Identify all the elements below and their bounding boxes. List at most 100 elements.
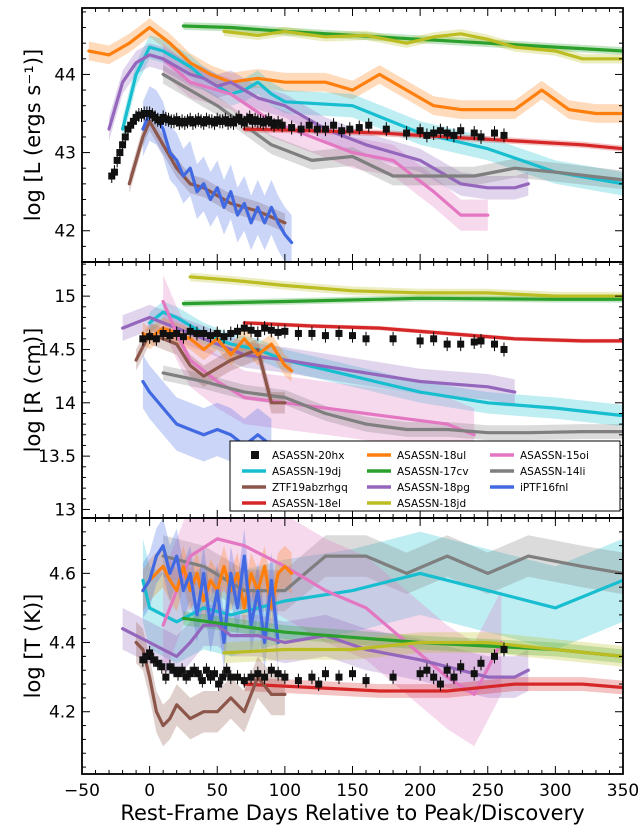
data-point-ASASSN-20hx [313, 125, 321, 133]
data-point-ASASSN-20hx [219, 673, 227, 681]
series-line-ASASSN-15oi [161, 57, 490, 217]
data-point-ASASSN-20hx [330, 121, 338, 129]
y-tick-label: 4.6 [49, 564, 76, 584]
data-point-ASASSN-20hx [281, 327, 289, 335]
data-point-ASASSN-20hx [477, 133, 485, 141]
data-point-ASASSN-20hx [220, 333, 228, 341]
data-point-ASASSN-20hx [335, 673, 343, 681]
data-point-ASASSN-20hx [500, 345, 508, 353]
uncertainty-band-ASASSN-14li [163, 535, 623, 612]
data-point-ASASSN-20hx [430, 335, 438, 343]
data-point-ASASSN-20hx [194, 670, 202, 678]
data-point-ASASSN-20hx [491, 129, 499, 137]
data-point-ASASSN-20hx [166, 332, 174, 340]
data-point-ASASSN-20hx [491, 652, 499, 660]
data-point-ASASSN-20hx [247, 326, 255, 334]
data-point-ASASSN-20hx [240, 677, 248, 685]
y-tick-label: 14 [54, 394, 76, 414]
data-point-ASASSN-20hx [146, 649, 154, 657]
uncertainty-band-ZTF19abzrhgq [136, 322, 285, 414]
x-tick-label: 250 [472, 781, 504, 801]
data-point-ASASSN-20hx [121, 133, 129, 141]
uncertainty-band-ASASSN-19dj [149, 301, 623, 427]
data-point-ASASSN-20hx [108, 172, 116, 180]
series-line-ASASSN-18ul [141, 564, 294, 610]
data-point-ASASSN-20hx [389, 335, 397, 343]
legend-label: ASASSN-20hx [272, 450, 344, 462]
data-point-ASASSN-20hx [247, 673, 255, 681]
data-point-ASASSN-20hx [500, 645, 508, 653]
data-point-ASASSN-20hx [174, 670, 182, 678]
data-point-ASASSN-20hx [321, 125, 329, 133]
data-point-ASASSN-20hx [430, 129, 438, 137]
data-point-ASASSN-20hx [173, 329, 181, 337]
data-point-ASASSN-20hx [321, 670, 329, 678]
y-tick-label: 44 [54, 65, 76, 85]
data-point-ASASSN-20hx [178, 666, 186, 674]
data-point-ASASSN-20hx [190, 666, 198, 674]
legend-label: iPTF16fnl [520, 482, 568, 494]
data-point-ASASSN-20hx [430, 673, 438, 681]
data-point-ASASSN-20hx [470, 670, 478, 678]
x-tick-label: 300 [539, 781, 571, 801]
data-point-ASASSN-20hx [305, 121, 313, 129]
data-point-ASASSN-20hx [274, 670, 282, 678]
y-axis-label-panel-2: log [R (cm)] [21, 328, 45, 453]
y-tick-label: 42 [54, 222, 76, 242]
uncertainty-band-ASASSN-18jd [224, 632, 623, 667]
y-axis-label-panel-1: log [L (ergs s⁻¹)] [21, 49, 45, 221]
data-point-ASASSN-20hx [267, 326, 275, 334]
data-point-ASASSN-20hx [211, 670, 219, 678]
data-point-ASASSN-20hx [403, 129, 411, 137]
data-point-ASASSN-20hx [186, 670, 194, 678]
data-point-ASASSN-20hx [335, 329, 343, 337]
data-point-ASASSN-20hx [234, 673, 242, 681]
data-point-ASASSN-20hx [227, 329, 235, 337]
x-tick-label: 150 [336, 781, 368, 801]
data-point-ASASSN-20hx [254, 670, 262, 678]
data-point-ASASSN-20hx [202, 666, 210, 674]
data-point-ASASSN-20hx [170, 666, 178, 674]
series-line-ASASSN-18pg [120, 623, 530, 679]
y-tick-label: 43 [54, 144, 76, 164]
data-point-ASASSN-20hx [223, 666, 231, 674]
series-line-ASASSN-14li [161, 72, 623, 182]
panel-1-plot-area [87, 18, 623, 262]
data-point-ASASSN-20hx [261, 673, 269, 681]
legend-label: ASASSN-18jd [397, 498, 466, 510]
data-point-ASASSN-20hx [470, 338, 478, 346]
data-point-ASASSN-20hx [294, 329, 302, 337]
series-line-ZTF19abzrhgq [127, 119, 287, 225]
data-point-ASASSN-20hx [416, 670, 424, 678]
data-point-ASASSN-20hx [308, 329, 316, 337]
data-point-ASASSN-20hx [156, 117, 164, 125]
data-point-ASASSN-20hx [315, 680, 323, 688]
data-point-ASASSN-20hx [129, 117, 137, 125]
x-tick-label: −50 [64, 781, 100, 801]
data-point-ASASSN-20hx [162, 673, 170, 681]
data-point-ASASSN-20hx [457, 663, 465, 671]
data-point-ASASSN-20hx [261, 324, 269, 332]
data-point-ASASSN-20hx [450, 673, 458, 681]
data-point-ASASSN-20hx [443, 129, 451, 137]
series-line-ASASSN-18pg [107, 53, 530, 190]
y-tick-label: 13.5 [38, 447, 76, 467]
data-point-ASASSN-20hx [254, 329, 262, 337]
legend-label: ZTF19abzrhgq [272, 482, 348, 494]
data-point-ASASSN-20hx [423, 666, 431, 674]
legend: ASASSN-20hx ASASSN-18ul ASASSN-15oi ASASSN-… [229, 440, 621, 512]
data-point-ASASSN-20hx [206, 332, 214, 340]
x-axis-label: Rest-Frame Days Relative to Peak/Discove… [120, 801, 584, 825]
series-line-iPTF16fnl [141, 111, 294, 245]
x-tick-label: 200 [404, 781, 436, 801]
data-point-ASASSN-20hx [281, 673, 289, 681]
y-tick-label: 15 [54, 287, 76, 307]
data-point-ASASSN-20hx [297, 125, 305, 133]
data-point-ASASSN-20hx [450, 131, 458, 139]
uncertainty-band-ASASSN-17cv [183, 611, 623, 664]
series-line-ASASSN-17cv [181, 296, 623, 306]
data-point-ASASSN-20hx [288, 124, 296, 132]
data-point-ASASSN-20hx [116, 149, 124, 157]
